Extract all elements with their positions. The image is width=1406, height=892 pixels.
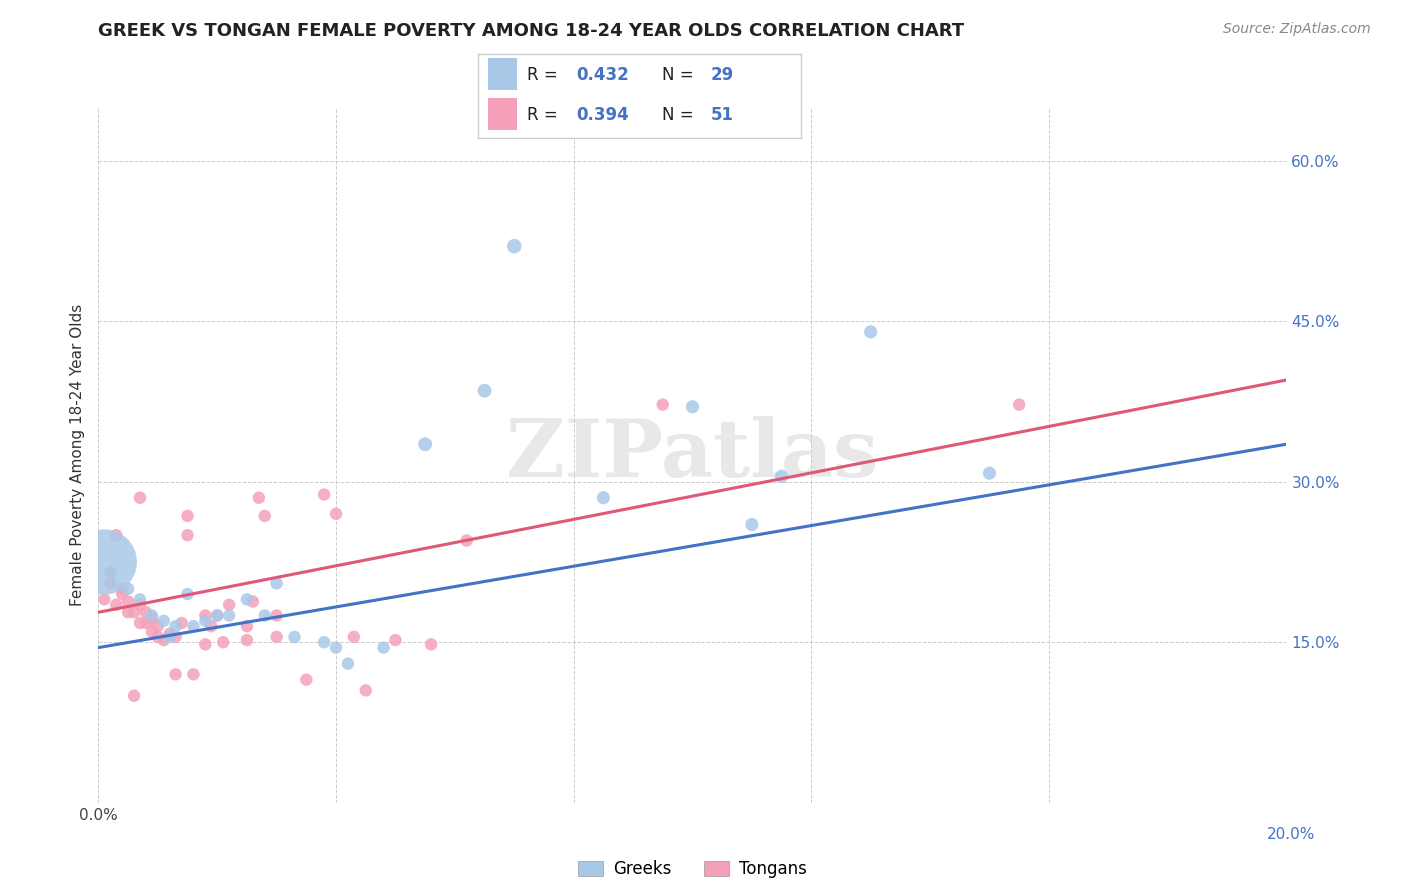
Point [165, 667, 187, 681]
Point [93, 592, 115, 607]
Point [384, 633, 406, 648]
Point [253, 608, 276, 623]
Point [105, 528, 128, 542]
Point [242, 594, 264, 608]
Text: N =: N = [662, 66, 699, 84]
Point [218, 598, 240, 612]
Point [420, 637, 443, 651]
Bar [488, 97, 517, 130]
Point [194, 608, 217, 623]
Point [194, 637, 217, 651]
Point [413, 437, 436, 451]
Text: ZIPatlas: ZIPatlas [506, 416, 879, 494]
Point [152, 614, 174, 628]
Point [207, 608, 229, 623]
Point [1008, 398, 1031, 412]
Point [183, 619, 205, 633]
Point [741, 517, 763, 532]
Point [105, 598, 128, 612]
Text: 0.394: 0.394 [576, 105, 630, 123]
Bar [488, 58, 517, 90]
Point [325, 640, 347, 655]
Point [183, 667, 205, 681]
Point [176, 587, 198, 601]
Point [200, 619, 222, 633]
Point [314, 635, 336, 649]
Point [111, 587, 134, 601]
Point [592, 491, 614, 505]
Text: R =: R = [527, 105, 562, 123]
Point [141, 612, 163, 626]
Point [207, 608, 229, 623]
Point [129, 491, 152, 505]
Point [325, 507, 347, 521]
Point [98, 566, 121, 580]
Point [176, 528, 198, 542]
Text: 51: 51 [711, 105, 734, 123]
Point [212, 635, 235, 649]
Point [170, 615, 193, 630]
Point [122, 605, 145, 619]
Point [165, 630, 187, 644]
Point [253, 508, 276, 523]
Point [236, 592, 259, 607]
Point [474, 384, 496, 398]
Point [651, 398, 673, 412]
Point [135, 605, 157, 619]
Point [129, 592, 152, 607]
Point [770, 469, 793, 483]
Legend: Greeks, Tongans: Greeks, Tongans [571, 854, 814, 885]
Point [165, 619, 187, 633]
Point [266, 608, 288, 623]
Point [146, 619, 169, 633]
Point [314, 487, 336, 501]
Point [159, 630, 181, 644]
Text: GREEK VS TONGAN FEMALE POVERTY AMONG 18-24 YEAR OLDS CORRELATION CHART: GREEK VS TONGAN FEMALE POVERTY AMONG 18-… [98, 22, 965, 40]
Point [135, 615, 157, 630]
Point [266, 576, 288, 591]
Point [152, 633, 174, 648]
Point [176, 508, 198, 523]
Point [146, 630, 169, 644]
Text: 20.0%: 20.0% [1267, 827, 1315, 841]
Point [98, 576, 121, 591]
Point [503, 239, 526, 253]
Point [159, 626, 181, 640]
Point [336, 657, 359, 671]
Point [93, 555, 115, 569]
Text: N =: N = [662, 105, 699, 123]
Point [122, 689, 145, 703]
Point [354, 683, 377, 698]
Point [859, 325, 882, 339]
Point [247, 491, 270, 505]
Point [682, 400, 704, 414]
Point [117, 582, 139, 596]
Text: R =: R = [527, 66, 562, 84]
Text: 0.432: 0.432 [576, 66, 630, 84]
Text: 29: 29 [711, 66, 734, 84]
Point [111, 582, 134, 596]
Point [129, 615, 152, 630]
Point [456, 533, 478, 548]
Point [266, 630, 288, 644]
Point [218, 608, 240, 623]
Point [117, 605, 139, 619]
Point [236, 633, 259, 648]
Text: Source: ZipAtlas.com: Source: ZipAtlas.com [1223, 22, 1371, 37]
Point [343, 630, 366, 644]
Point [236, 619, 259, 633]
Y-axis label: Female Poverty Among 18-24 Year Olds: Female Poverty Among 18-24 Year Olds [70, 304, 86, 606]
Point [141, 608, 163, 623]
Point [194, 614, 217, 628]
Point [373, 640, 395, 655]
Point [979, 466, 1001, 480]
Point [117, 594, 139, 608]
Point [141, 624, 163, 639]
Point [283, 630, 305, 644]
Point [129, 598, 152, 612]
Point [295, 673, 318, 687]
